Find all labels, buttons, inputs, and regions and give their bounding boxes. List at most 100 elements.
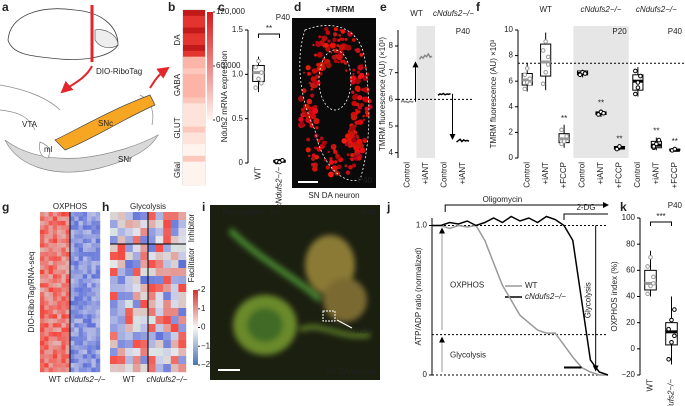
heat-cell xyxy=(163,348,171,357)
heat-cell xyxy=(95,283,101,288)
heat-cell xyxy=(78,274,84,279)
heat-cell xyxy=(74,220,79,226)
heat-cell xyxy=(132,284,141,293)
heat-cell xyxy=(95,265,101,270)
heat-cell xyxy=(183,120,205,127)
signal-speck xyxy=(324,26,329,32)
heat-cell xyxy=(40,225,45,230)
heat-cell xyxy=(91,256,96,262)
heat-cell xyxy=(52,354,58,359)
heat-cell xyxy=(183,39,205,46)
heat-cell xyxy=(91,287,96,293)
data-point xyxy=(582,71,588,76)
heat-cell xyxy=(78,349,84,355)
axis-title: Ndufs2 mRNA expression xyxy=(220,51,229,143)
heat-cell xyxy=(95,363,101,368)
heat-cell xyxy=(163,252,171,261)
heat-cell xyxy=(70,216,75,222)
colorbar-tick-label: 60,000 xyxy=(216,61,241,70)
heat-cell xyxy=(40,252,45,257)
bracket xyxy=(563,213,608,220)
heat-cell xyxy=(140,356,149,365)
heat-cell xyxy=(117,252,126,261)
heat-cell xyxy=(44,354,49,359)
heat-cell xyxy=(65,225,71,230)
heat-cell xyxy=(61,358,66,364)
row-label: DA xyxy=(173,34,182,46)
data-point xyxy=(540,81,546,87)
heat-cell xyxy=(44,327,49,333)
heat-cell xyxy=(74,247,79,253)
heat-cell xyxy=(65,327,71,333)
heat-cell xyxy=(57,260,62,266)
heat-cell xyxy=(82,247,88,253)
side-label: Inhibitor xyxy=(187,213,196,242)
y-tick-label: 0 xyxy=(423,370,428,379)
group-label: cNdufs2−/− xyxy=(581,5,622,14)
heat-cell xyxy=(170,340,179,349)
heat-cell xyxy=(178,292,187,301)
heat-cell xyxy=(52,216,58,222)
expression-heatmap xyxy=(183,10,205,186)
heat-cell xyxy=(40,367,45,373)
data-point xyxy=(259,80,264,86)
signal-speck xyxy=(311,69,315,72)
signal-speck xyxy=(348,165,353,170)
signal-speck xyxy=(339,37,343,41)
glycolysis-heatmap xyxy=(110,212,187,373)
heat-cell xyxy=(74,363,79,368)
roi-pointer xyxy=(336,319,353,329)
signal-speck xyxy=(311,153,316,158)
heat-cell xyxy=(125,236,133,245)
signal-speck xyxy=(350,114,358,121)
heat-cell xyxy=(155,308,164,317)
heat-cell xyxy=(183,15,205,22)
heat-cell xyxy=(48,349,54,355)
heat-cell xyxy=(91,292,96,297)
heat-cell xyxy=(65,247,71,253)
heat-cell xyxy=(155,348,164,357)
signal-speck xyxy=(345,69,348,72)
signal-speck xyxy=(337,61,340,64)
heat-cell xyxy=(61,354,66,359)
heat-cell xyxy=(148,268,156,277)
heat-cell xyxy=(70,256,75,262)
heat-cell xyxy=(52,318,58,324)
x-tick-label: +FCCP xyxy=(615,162,624,188)
heat-cell xyxy=(148,276,156,285)
heat-cell xyxy=(57,274,62,279)
data-point xyxy=(524,66,530,71)
heat-cell xyxy=(125,284,133,293)
heat-cell xyxy=(155,252,164,261)
heat-cell xyxy=(74,283,79,288)
heat-cell xyxy=(57,287,62,293)
heat-cell xyxy=(95,252,101,257)
heat-cell xyxy=(87,234,92,239)
heat-cell xyxy=(95,234,101,239)
x-tick-label: cNdufs2−/− xyxy=(667,379,676,406)
signal-speck xyxy=(365,72,370,77)
panel-letter: b xyxy=(168,0,175,14)
region-label: ml xyxy=(44,145,53,154)
heat-cell xyxy=(61,345,66,350)
heat-cell xyxy=(74,305,79,310)
heat-cell xyxy=(132,324,141,333)
signal-speck xyxy=(334,59,338,64)
heat-cell xyxy=(140,324,149,333)
heat-cell xyxy=(155,292,164,301)
heat-cell xyxy=(178,356,187,365)
signal-speck xyxy=(318,61,325,69)
heat-cell xyxy=(70,323,75,328)
heat-cell xyxy=(82,278,88,284)
heat-cell xyxy=(110,260,118,269)
heat-cell xyxy=(163,220,171,229)
heat-cell xyxy=(44,300,49,306)
heat-cell xyxy=(52,212,58,217)
heat-cell xyxy=(140,244,149,253)
heat-cell xyxy=(70,314,75,319)
heat-cell xyxy=(132,332,141,341)
heat-cell xyxy=(91,225,96,230)
heat-cell xyxy=(183,56,205,63)
heat-cell xyxy=(82,300,88,306)
heat-cell xyxy=(65,309,71,315)
